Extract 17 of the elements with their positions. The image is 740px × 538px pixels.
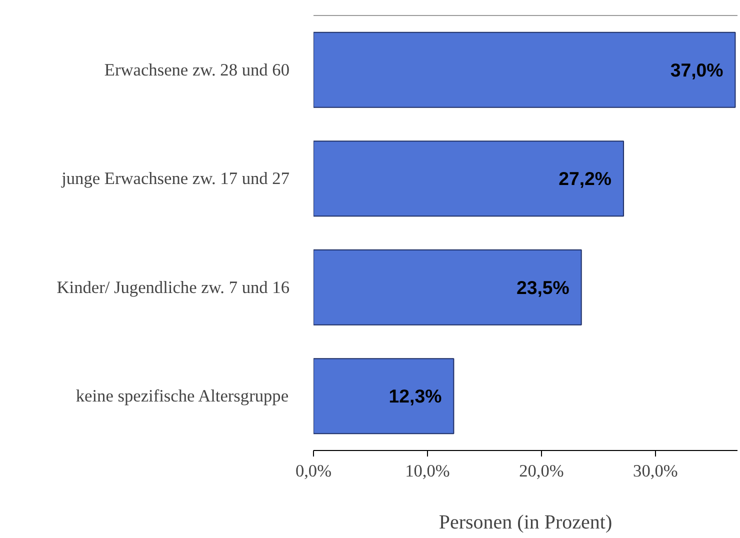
x-tick-label: 30,0% — [633, 462, 678, 480]
y-tick-label: Kinder/ Jugendliche zw. 7 und 16 — [56, 278, 290, 297]
bar — [314, 249, 582, 326]
x-tick-label: 0,0% — [295, 462, 332, 480]
x-tick-label: 20,0% — [519, 462, 564, 480]
bar — [314, 32, 736, 108]
data-label: 27,2% — [558, 168, 612, 190]
data-label: 23,5% — [516, 276, 570, 298]
bar — [314, 358, 454, 434]
x-tick-label: 10,0% — [405, 462, 450, 480]
bar — [314, 140, 624, 217]
x-axis-title: Personen (in Prozent) — [438, 512, 612, 534]
y-tick-label: keine spezifische Altersgruppe — [76, 386, 289, 406]
data-label: 37,0% — [670, 59, 724, 80]
data-label: 12,3% — [388, 386, 442, 407]
y-tick-label: junge Erwachsene zw. 17 und 27 — [60, 169, 290, 188]
y-tick-label: Erwachsene zw. 28 und 60 — [104, 60, 290, 80]
